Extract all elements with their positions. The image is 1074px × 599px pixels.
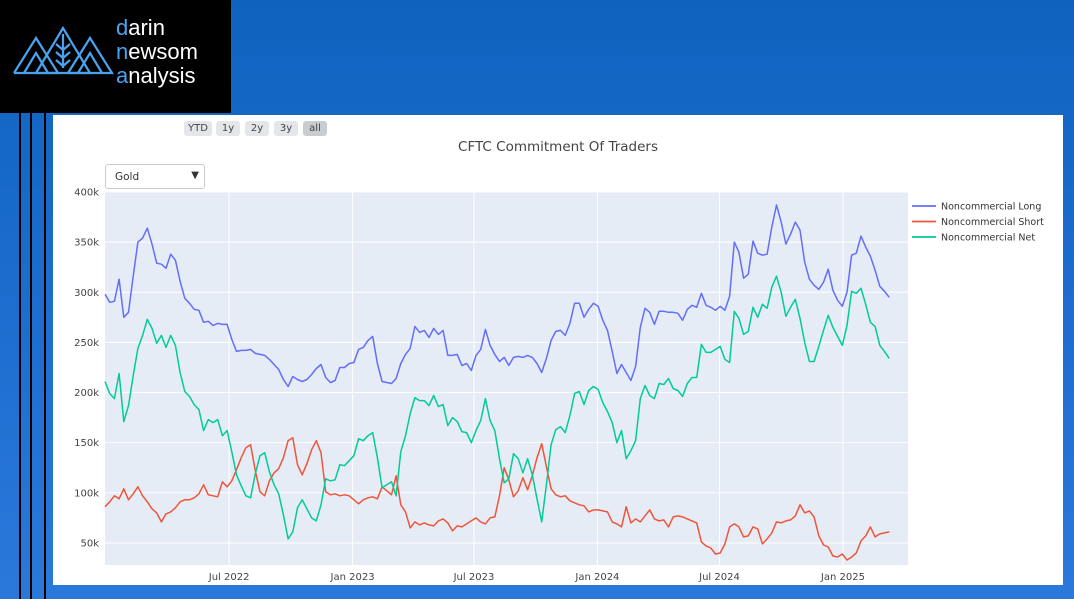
legend-label[interactable]: Noncommercial Long xyxy=(941,202,1041,213)
x-tick-label: Jan 2023 xyxy=(330,572,375,583)
brand-line-2: newsom xyxy=(116,39,198,64)
legend-label[interactable]: Noncommercial Short xyxy=(941,217,1044,228)
x-tick-label: Jul 2024 xyxy=(698,572,740,583)
x-tick-label: Jan 2024 xyxy=(574,572,619,583)
dropdown-arrow-icon: ▼ xyxy=(191,170,199,181)
range-button-all[interactable]: all xyxy=(303,121,327,136)
range-button-1y[interactable]: 1y xyxy=(216,121,240,136)
x-tick-label: Jul 2023 xyxy=(453,572,495,583)
x-tick-label: Jul 2022 xyxy=(208,572,250,583)
y-tick-label: 100k xyxy=(74,488,99,499)
left-divider-2 xyxy=(30,113,32,599)
dropdown-selected-value: Gold xyxy=(115,171,140,183)
y-tick-label: 300k xyxy=(74,288,99,299)
y-tick-label: 350k xyxy=(74,238,99,249)
mountain-logo-icon xyxy=(13,25,114,75)
y-tick-label: 50k xyxy=(80,538,99,549)
chart-title: CFTC Commitment Of Traders xyxy=(458,139,658,155)
y-tick-label: 400k xyxy=(74,188,99,199)
left-divider-3 xyxy=(44,113,46,599)
brand-line-3: analysis xyxy=(116,63,196,88)
x-tick-label: Jan 2025 xyxy=(820,572,865,583)
left-divider-1 xyxy=(19,113,21,599)
brand-wordmark: darin newsom analysis xyxy=(116,16,198,88)
plot-background xyxy=(105,192,908,565)
range-button-ytd[interactable]: YTD xyxy=(184,121,212,136)
brand-logo: darin newsom analysis xyxy=(0,0,231,113)
brand-line-1: darin xyxy=(116,15,165,40)
series-line-noncommercial-long[interactable] xyxy=(104,204,890,388)
commodity-dropdown[interactable]: Gold ▼ xyxy=(105,164,205,189)
range-button-3y[interactable]: 3y xyxy=(274,121,298,136)
y-tick-label: 150k xyxy=(74,438,99,449)
legend-label[interactable]: Noncommercial Net xyxy=(941,233,1035,244)
y-tick-label: 200k xyxy=(74,388,99,399)
y-tick-label: 250k xyxy=(74,338,99,349)
chart-svg: 400k 350k 300k 250k 200k 150k 100k 50k Jul 2022 J… xyxy=(74,188,1044,584)
chart-panel: YTD 1y 2y 3y all CFTC Commitment Of Trad… xyxy=(53,115,1063,585)
range-button-2y[interactable]: 2y xyxy=(245,121,269,136)
series-line-noncommercial-net[interactable] xyxy=(104,275,890,540)
